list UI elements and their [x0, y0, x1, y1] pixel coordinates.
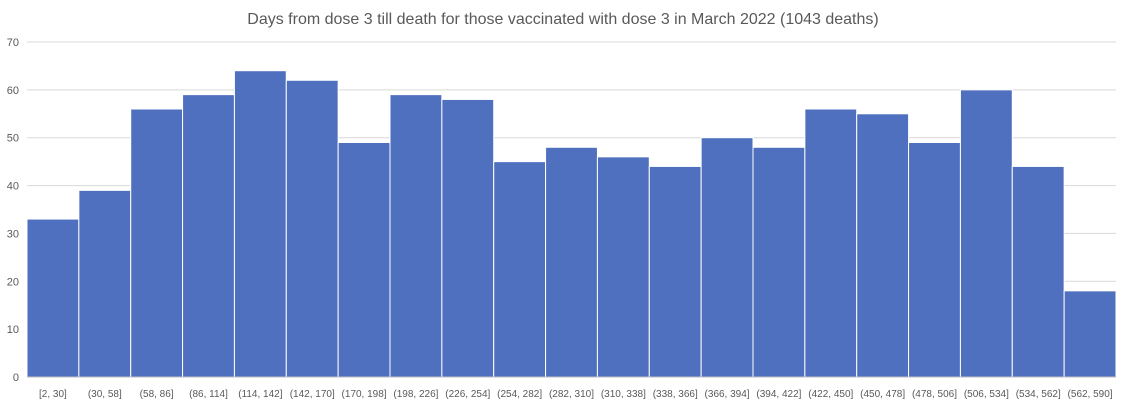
- bar: [804, 108, 858, 378]
- x-tick-label: (142, 170]: [290, 389, 335, 400]
- x-tick-label: (226, 254]: [445, 389, 490, 400]
- x-tick-label: (562, 590]: [1068, 389, 1113, 400]
- y-axis-ticks: 0 10 20 30 40 50 60 70: [7, 37, 19, 384]
- x-tick-label: (338, 366]: [653, 389, 698, 400]
- y-tick-label: 20: [7, 276, 19, 288]
- bar: [596, 156, 650, 378]
- x-tick-label: (506, 534]: [964, 389, 1009, 400]
- x-tick-label: (282, 310]: [549, 389, 594, 400]
- y-tick-label: 40: [7, 181, 19, 193]
- y-tick-label: 70: [7, 37, 19, 49]
- x-tick-label: (86, 114]: [189, 389, 228, 400]
- bar: [182, 94, 235, 378]
- bar: [493, 161, 547, 378]
- x-tick-label: (394, 422]: [756, 389, 801, 400]
- bar: [389, 94, 443, 378]
- y-tick-label: 50: [7, 133, 19, 145]
- x-tick-label: (198, 226]: [393, 389, 438, 400]
- x-tick-label: (478, 506]: [912, 389, 957, 400]
- y-tick-label: 30: [7, 228, 19, 240]
- chart-title: Days from dose 3 till death for those va…: [247, 11, 878, 28]
- y-tick-label: 0: [13, 372, 19, 384]
- x-tick-label: (30, 58]: [88, 389, 122, 400]
- y-tick-label: 10: [7, 324, 19, 336]
- x-tick-label: (422, 450]: [808, 389, 853, 400]
- bar: [130, 108, 184, 378]
- bar: [908, 142, 961, 378]
- x-axis-category-labels: [2, 30] (30, 58] (58, 86] (86, 114] (114, 14…: [39, 389, 1113, 400]
- x-tick-label: (254, 282]: [497, 389, 542, 400]
- y-tick-label: 60: [7, 85, 19, 97]
- bar: [441, 98, 495, 378]
- bar: [285, 79, 339, 378]
- x-tick-label: (534, 562]: [1016, 389, 1061, 400]
- bar: [26, 218, 80, 378]
- bars: [26, 70, 1117, 378]
- bar: [856, 113, 910, 378]
- bar: [78, 189, 132, 378]
- x-tick-label: (170, 198]: [342, 389, 387, 400]
- bar: [1011, 165, 1065, 378]
- bar: [752, 146, 806, 378]
- x-tick-label: (310, 338]: [601, 389, 646, 400]
- bar: [233, 70, 287, 378]
- bar: [959, 89, 1013, 378]
- bar: [545, 146, 598, 378]
- x-tick-label: (366, 394]: [705, 389, 750, 400]
- bar: [1063, 290, 1117, 378]
- bar: [700, 137, 754, 378]
- x-tick-label: (58, 86]: [140, 389, 174, 400]
- x-tick-label: [2, 30]: [39, 389, 67, 400]
- bar: [337, 142, 391, 378]
- bar: [648, 165, 702, 378]
- x-tick-label: (450, 478]: [860, 389, 905, 400]
- x-tick-label: (114, 142]: [238, 389, 283, 400]
